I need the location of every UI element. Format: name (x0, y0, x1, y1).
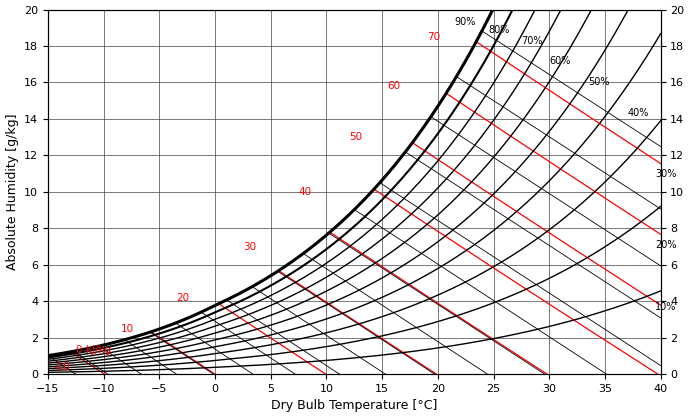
Text: 90%: 90% (455, 17, 476, 27)
Text: 80%: 80% (488, 25, 509, 35)
Text: 40: 40 (299, 187, 312, 197)
Text: 20%: 20% (655, 240, 676, 250)
Text: 20: 20 (176, 293, 189, 303)
Text: 60%: 60% (549, 56, 571, 66)
X-axis label: Dry Bulb Temperature [°C]: Dry Bulb Temperature [°C] (271, 400, 437, 413)
Text: 0 kJ/kg: 0 kJ/kg (76, 345, 111, 355)
Text: 10%: 10% (655, 302, 676, 312)
Text: 70: 70 (426, 32, 440, 42)
Text: 10: 10 (120, 324, 133, 334)
Text: 30%: 30% (655, 168, 676, 178)
Text: -10: -10 (54, 362, 70, 372)
Text: 70%: 70% (522, 36, 543, 46)
Text: 40%: 40% (627, 108, 649, 118)
Y-axis label: Absolute Humidity [g/kg]: Absolute Humidity [g/kg] (6, 114, 19, 270)
Text: 60: 60 (388, 81, 401, 91)
Text: 50: 50 (348, 132, 362, 142)
Text: 50%: 50% (588, 77, 610, 87)
Text: 30: 30 (243, 242, 256, 252)
